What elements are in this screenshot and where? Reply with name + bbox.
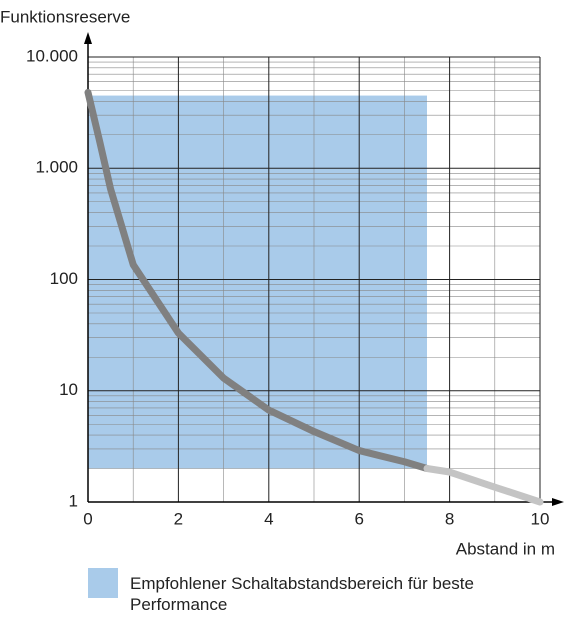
x-tick-label: 8 — [445, 509, 454, 528]
y-axis-label: Funktionsreserve — [0, 7, 130, 26]
y-tick-label: 10 — [59, 380, 78, 399]
x-axis-label: Abstand in m — [456, 539, 555, 558]
x-tick-label: 6 — [354, 509, 363, 528]
recommended-region — [88, 95, 427, 469]
legend-swatch — [88, 568, 118, 598]
x-tick-label: 10 — [531, 509, 550, 528]
x-tick-label: 0 — [83, 509, 92, 528]
x-axis-arrow — [552, 498, 564, 506]
y-tick-label: 1 — [69, 491, 78, 510]
x-tick-label: 2 — [174, 509, 183, 528]
y-tick-label: 100 — [50, 269, 78, 288]
x-tick-label: 4 — [264, 509, 273, 528]
curve — [423, 465, 544, 506]
y-axis-arrow — [84, 32, 92, 44]
curve — [84, 88, 431, 473]
legend-label: Empfohlener Schaltabstandsbereich für be… — [130, 574, 474, 614]
y-tick-label: 1.000 — [35, 158, 78, 177]
y-tick-label: 10.000 — [26, 46, 78, 65]
